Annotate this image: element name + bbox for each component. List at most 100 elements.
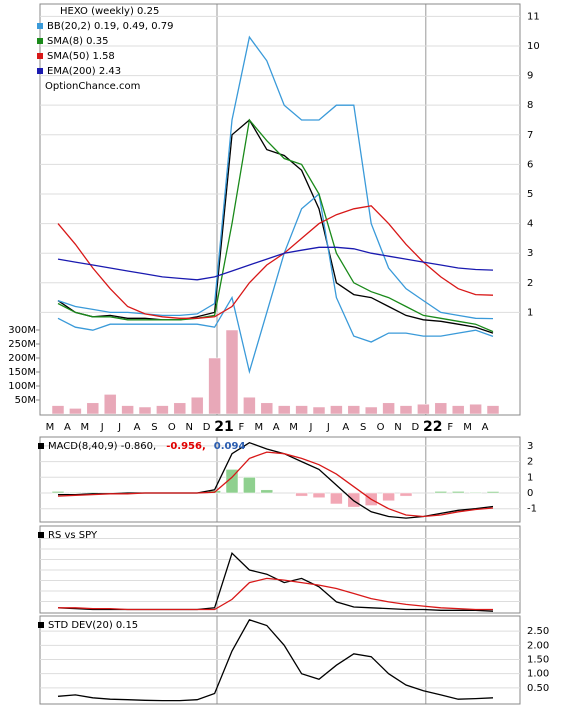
x-tick-label: A — [64, 422, 71, 433]
x-tick-label: N — [185, 422, 192, 433]
bar — [173, 402, 187, 414]
panel-title: MACD(8,40,9) -0.860, — [48, 441, 156, 452]
plot — [57, 552, 494, 612]
y-tick-label: 11 — [527, 11, 540, 22]
y-tick-label: 6 — [527, 159, 533, 170]
x-tick-label: M — [254, 422, 263, 433]
line — [57, 246, 494, 281]
y-tick-label: 10 — [527, 41, 540, 52]
plot — [57, 619, 494, 702]
bar — [103, 394, 117, 414]
bar — [451, 405, 465, 414]
bar — [417, 403, 430, 414]
y-tick-label: 1 — [527, 472, 533, 483]
y-tick-label: 0 — [527, 488, 533, 499]
x-tick-label: O — [377, 422, 385, 433]
bar — [434, 402, 448, 414]
x-tick-label: 21 — [214, 419, 233, 435]
bar — [69, 408, 82, 414]
bar — [277, 405, 291, 414]
bar — [434, 491, 448, 494]
bar — [451, 491, 465, 494]
line — [57, 619, 494, 702]
y-tick-label: 2 — [527, 278, 533, 289]
bar — [295, 492, 308, 497]
bar — [243, 477, 256, 494]
panel-frame — [39, 3, 521, 416]
x-tick-label: F — [447, 422, 453, 433]
bar — [486, 405, 500, 414]
legend-label: BB(20,2) 0.19, 0.49, 0.79 — [47, 21, 173, 32]
bar — [243, 396, 256, 414]
legend-swatch — [37, 53, 43, 59]
plot — [51, 441, 500, 519]
readout: -0.956, — [166, 441, 206, 452]
y-tick-label: -1 — [527, 504, 537, 515]
x-tick-label: A — [273, 422, 280, 433]
bar — [225, 469, 239, 494]
y-tick-label: 200M — [8, 353, 36, 364]
bar — [364, 406, 378, 414]
x-tick-label: M — [46, 422, 55, 433]
bar — [382, 402, 395, 414]
title-swatch — [38, 532, 44, 538]
bar — [69, 491, 82, 494]
bar — [138, 406, 152, 414]
y-tick-label: 3 — [527, 248, 533, 259]
title-swatch — [38, 622, 44, 628]
y-tick-label: 1 — [527, 307, 533, 318]
annotation: OptionChance.com — [45, 81, 140, 92]
line — [57, 118, 494, 333]
y-tick-label: 2 — [527, 457, 533, 468]
bar — [486, 491, 500, 494]
bar — [156, 405, 169, 414]
line — [57, 35, 494, 320]
y-tick-label: 250M — [8, 339, 36, 350]
x-tick-label: F — [239, 422, 245, 433]
legend-label: HEXO (weekly) 0.25 — [60, 6, 159, 17]
line — [57, 451, 494, 518]
bar — [225, 329, 239, 414]
bar — [208, 357, 221, 414]
y-tick-label: 150M — [8, 367, 36, 378]
bar — [51, 405, 65, 414]
y-tick-label: 3 — [527, 441, 533, 452]
legend-label: SMA(8) 0.35 — [47, 36, 108, 47]
legend-swatch — [37, 23, 43, 29]
line — [57, 205, 494, 319]
panel-frame — [39, 436, 521, 523]
plot — [51, 329, 500, 414]
x-tick-label: A — [482, 422, 489, 433]
legend-swatch — [37, 38, 43, 44]
bar — [330, 405, 343, 414]
x-tick-label: J — [100, 422, 104, 433]
plot — [57, 35, 494, 375]
y-tick-label: 2.50 — [527, 626, 549, 637]
bar — [469, 491, 482, 494]
bar — [469, 403, 482, 414]
bar — [312, 492, 326, 498]
line — [57, 119, 494, 334]
y-tick-label: 1.00 — [527, 669, 549, 680]
bar — [121, 405, 134, 414]
x-tick-label: S — [151, 422, 157, 433]
x-tick-label: A — [342, 422, 349, 433]
x-tick-label: A — [134, 422, 141, 433]
x-tick-label: D — [203, 422, 211, 433]
x-tick-label: J — [309, 422, 313, 433]
line — [58, 577, 493, 611]
x-tick-label: 22 — [423, 419, 442, 435]
x-tick-label: D — [412, 422, 420, 433]
legend-label: SMA(50) 1.58 — [47, 51, 115, 62]
y-tick-label: 4 — [527, 219, 533, 230]
bar — [312, 406, 326, 414]
x-tick-label: M — [463, 422, 472, 433]
bar — [86, 402, 100, 414]
y-tick-label: 300M — [8, 325, 36, 336]
x-tick-label: J — [326, 422, 330, 433]
bar — [51, 491, 65, 494]
y-tick-label: 0.50 — [527, 683, 549, 694]
y-tick-label: 9 — [527, 71, 533, 82]
